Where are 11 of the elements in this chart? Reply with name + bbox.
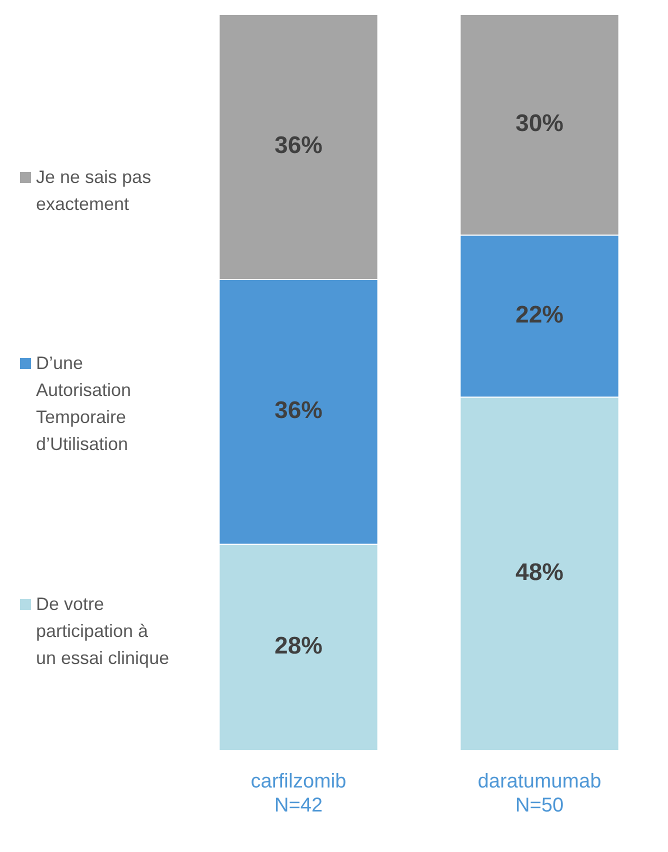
x-tick-label: carfilzomib N=42 — [250, 770, 346, 817]
legend-label: D’une Autorisation Temporaire d’Utilisation — [36, 352, 132, 456]
data-label: 28% — [274, 632, 323, 660]
x-tick-label: daratumumab N=50 — [478, 770, 602, 817]
data-label: 36% — [274, 132, 323, 160]
legend-label: De votre participation à un essai clinique — [36, 592, 170, 670]
data-label: 36% — [274, 397, 323, 424]
data-label: 22% — [515, 301, 564, 328]
data-label: 30% — [515, 110, 564, 138]
data-label: 48% — [515, 558, 564, 586]
legend-label: Je ne sais pas exactement — [36, 166, 152, 216]
